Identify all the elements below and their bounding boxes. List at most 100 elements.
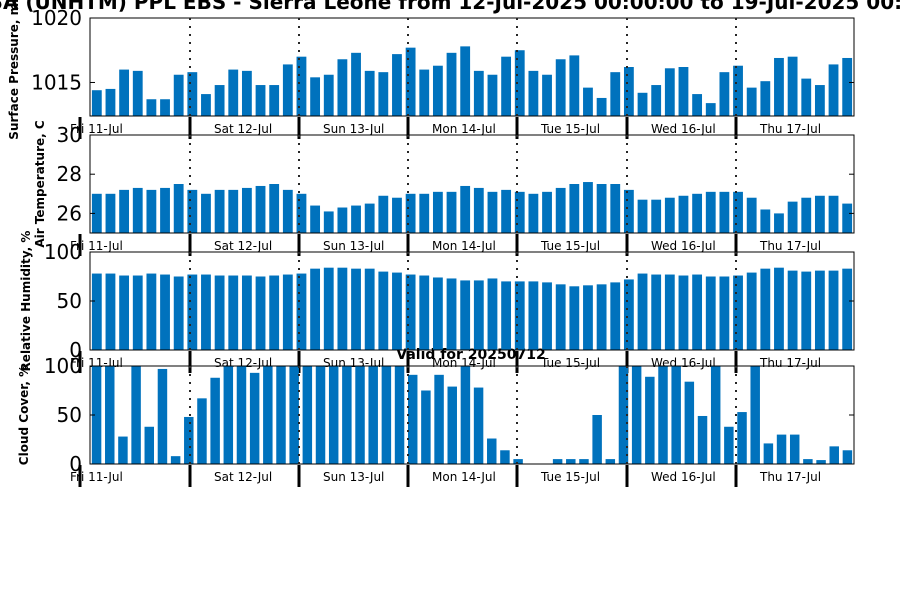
bar — [91, 193, 102, 233]
bar — [733, 275, 743, 350]
bar — [566, 459, 576, 464]
y-tick-label: 50 — [57, 289, 82, 313]
bar — [501, 56, 512, 116]
bar — [692, 274, 703, 350]
bar — [473, 187, 484, 233]
x-tick-label: Thu 17-Jul — [759, 122, 821, 136]
bar — [473, 280, 484, 350]
bar — [105, 88, 116, 116]
bar — [596, 184, 607, 233]
bar — [710, 366, 721, 464]
bar — [555, 284, 566, 350]
x-tick-label: Mon 14-Jul — [432, 122, 496, 136]
bar — [119, 275, 130, 350]
bar — [228, 275, 239, 350]
bar — [214, 189, 225, 233]
bar — [269, 275, 280, 350]
bar — [255, 185, 266, 233]
bar — [119, 69, 130, 116]
bar — [173, 276, 184, 350]
bar — [310, 205, 321, 233]
bar — [214, 275, 225, 350]
bar — [460, 46, 471, 117]
bar — [105, 273, 116, 350]
bar — [637, 199, 648, 233]
bar — [623, 279, 634, 350]
bar — [105, 193, 116, 233]
bar — [542, 282, 552, 350]
bar — [368, 366, 378, 464]
bar — [197, 398, 207, 464]
bar — [263, 366, 273, 464]
bar — [378, 72, 389, 116]
bar — [269, 184, 280, 233]
bar — [228, 189, 239, 233]
bar — [432, 65, 443, 116]
bar — [419, 275, 430, 350]
bar — [760, 209, 771, 233]
x-tick-label: Thu 17-Jul — [759, 470, 821, 484]
x-tick-label: Thu 17-Jul — [759, 239, 821, 253]
bar — [282, 64, 293, 116]
bar — [514, 191, 525, 233]
bar — [618, 366, 629, 464]
bar — [269, 85, 280, 116]
bar — [651, 274, 662, 350]
bar — [337, 267, 348, 350]
bar — [803, 459, 813, 464]
bar — [569, 184, 580, 233]
x-tick-label: Sun 13-Jul — [323, 470, 384, 484]
bar — [583, 285, 593, 350]
bar — [705, 276, 716, 350]
x-tick-label: Wed 16-Jul — [651, 239, 716, 253]
bar — [337, 59, 348, 116]
bar — [842, 57, 853, 116]
bar — [432, 277, 443, 350]
bar — [132, 275, 143, 350]
bar — [201, 193, 211, 233]
bar — [542, 74, 552, 116]
bar — [746, 272, 757, 350]
bar — [419, 69, 430, 116]
bar — [645, 376, 655, 464]
bar — [146, 273, 157, 350]
y-tick-label: 28 — [57, 162, 82, 186]
y-tick-label: 50 — [57, 403, 82, 427]
bar — [432, 191, 443, 233]
bar — [91, 273, 102, 350]
x-tick-label: Thu 17-Jul — [759, 356, 821, 370]
bar — [787, 201, 798, 233]
x-tick-label: Fri 11-Jul — [70, 239, 123, 253]
bar — [760, 81, 771, 116]
y-tick-label: 100 — [44, 240, 82, 264]
bar — [173, 184, 184, 233]
panel-2: Fri 11-Jul Sat 12-Jul Sun 13-Jul Mon 14-Jul… — [33, 120, 855, 256]
bar — [351, 268, 361, 350]
bar — [555, 59, 566, 116]
y-axis-label: Air Temperature, C — [33, 120, 47, 248]
bar — [302, 366, 313, 464]
bar — [323, 211, 334, 233]
bar — [829, 446, 839, 464]
bar — [255, 85, 266, 116]
bar — [351, 205, 361, 233]
bar — [583, 87, 593, 116]
bar — [487, 74, 498, 116]
bar — [842, 203, 853, 233]
bar — [774, 213, 784, 233]
bar — [501, 281, 512, 350]
bar — [596, 97, 607, 116]
bar — [774, 57, 784, 116]
x-tick-label: Sat 12-Jul — [214, 239, 272, 253]
bar — [170, 456, 181, 464]
bar — [241, 70, 252, 116]
bar — [91, 90, 102, 116]
x-tick-label: Wed 16-Jul — [651, 122, 716, 136]
bar — [351, 52, 361, 116]
bar — [692, 94, 703, 116]
bar — [460, 366, 471, 464]
bar — [201, 274, 211, 350]
bar — [719, 72, 730, 116]
bar — [552, 459, 563, 464]
bar — [719, 191, 730, 233]
